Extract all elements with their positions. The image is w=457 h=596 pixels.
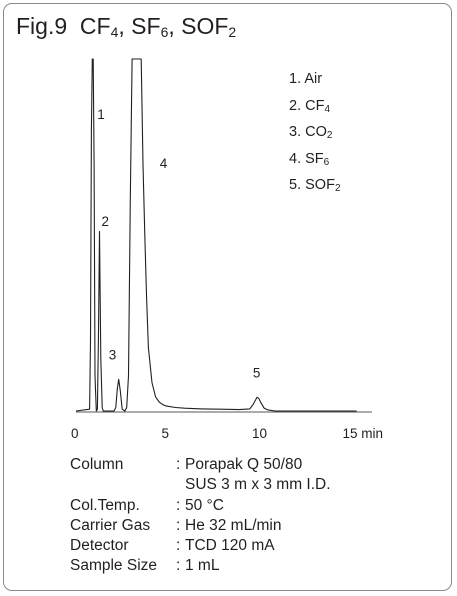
x-tick-label: 0 xyxy=(71,426,79,441)
condition-row: Detector: TCD 120 mA xyxy=(70,536,331,556)
condition-value: He 32 mL/min xyxy=(185,516,282,534)
x-tick-label: 15 min xyxy=(343,426,384,441)
condition-label: Col.Temp. xyxy=(70,496,140,514)
condition-value: TCD 120 mA xyxy=(185,537,275,555)
condition-label: Detector xyxy=(70,537,129,555)
peak-labels: 1 2 3 4 5 xyxy=(97,107,261,380)
peak-label-3: 3 xyxy=(109,347,117,362)
legend-item-sf6: 4. SF6 xyxy=(289,150,330,168)
peak-label-1: 1 xyxy=(97,107,105,122)
condition-value: SUS 3 m x 3 mm I.D. xyxy=(185,476,331,494)
compound-cf4: CF4, xyxy=(79,13,132,40)
x-tick-label: 10 xyxy=(252,426,267,441)
peak-label-4: 4 xyxy=(160,156,168,171)
condition-row: Col.Temp.:50 °C xyxy=(70,496,331,516)
figure-number: Fig.9 xyxy=(16,13,68,39)
legend-item-sof2: 5. SOF2 xyxy=(289,177,341,194)
condition-row: Carrier Gas: He 32 mL/min xyxy=(70,516,331,536)
condition-label xyxy=(70,475,176,495)
legend: 1. Air 2. CF4 3. CO2 4. SF6 5. SOF2 xyxy=(289,66,341,199)
condition-label: Column xyxy=(70,456,124,473)
legend-item-co2: 3. CO2 xyxy=(289,124,333,141)
figure-title: Fig.9 CF4, SF6, SOF2 xyxy=(16,13,236,40)
peak-label-5: 5 xyxy=(253,365,261,380)
x-tick-label: 5 xyxy=(162,426,170,441)
legend-item-cf4: 2. CF4 xyxy=(289,97,331,115)
peak-label-2: 2 xyxy=(102,214,110,229)
legend-item-air: 1. Air xyxy=(289,71,323,87)
x-tick-labels: 0 5 10 15 min xyxy=(71,426,383,441)
figure-frame xyxy=(3,3,452,591)
compound-sf6: SF6, xyxy=(131,13,182,40)
condition-row: Column: Porapak Q 50/80 xyxy=(70,455,331,475)
condition-label: Carrier Gas xyxy=(70,516,151,534)
condition-row: SUS 3 m x 3 mm I.D. xyxy=(70,475,331,495)
chromatogram-trace xyxy=(75,58,357,412)
condition-row: Sample Size:1 mL xyxy=(70,556,331,576)
conditions-table: Column: Porapak Q 50/80 SUS 3 m x 3 mm I.… xyxy=(70,455,331,577)
condition-value: Porapak Q 50/80 xyxy=(185,456,303,473)
condition-value: 50 °C xyxy=(185,496,224,514)
condition-label: Sample Size xyxy=(70,557,158,575)
condition-value: 1 mL xyxy=(185,557,220,575)
compound-sof2: SOF2 xyxy=(181,13,237,40)
